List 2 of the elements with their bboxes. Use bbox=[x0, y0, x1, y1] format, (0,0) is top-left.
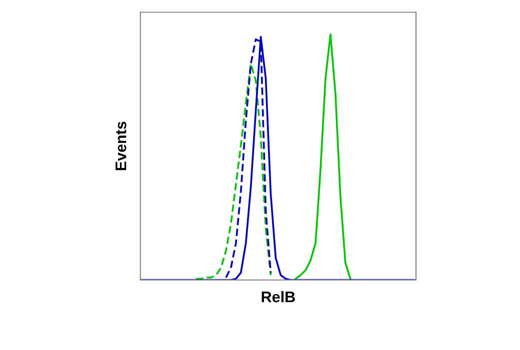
y-axis-title: Events bbox=[116, 122, 126, 170]
x-axis-title: RelB bbox=[262, 291, 295, 302]
